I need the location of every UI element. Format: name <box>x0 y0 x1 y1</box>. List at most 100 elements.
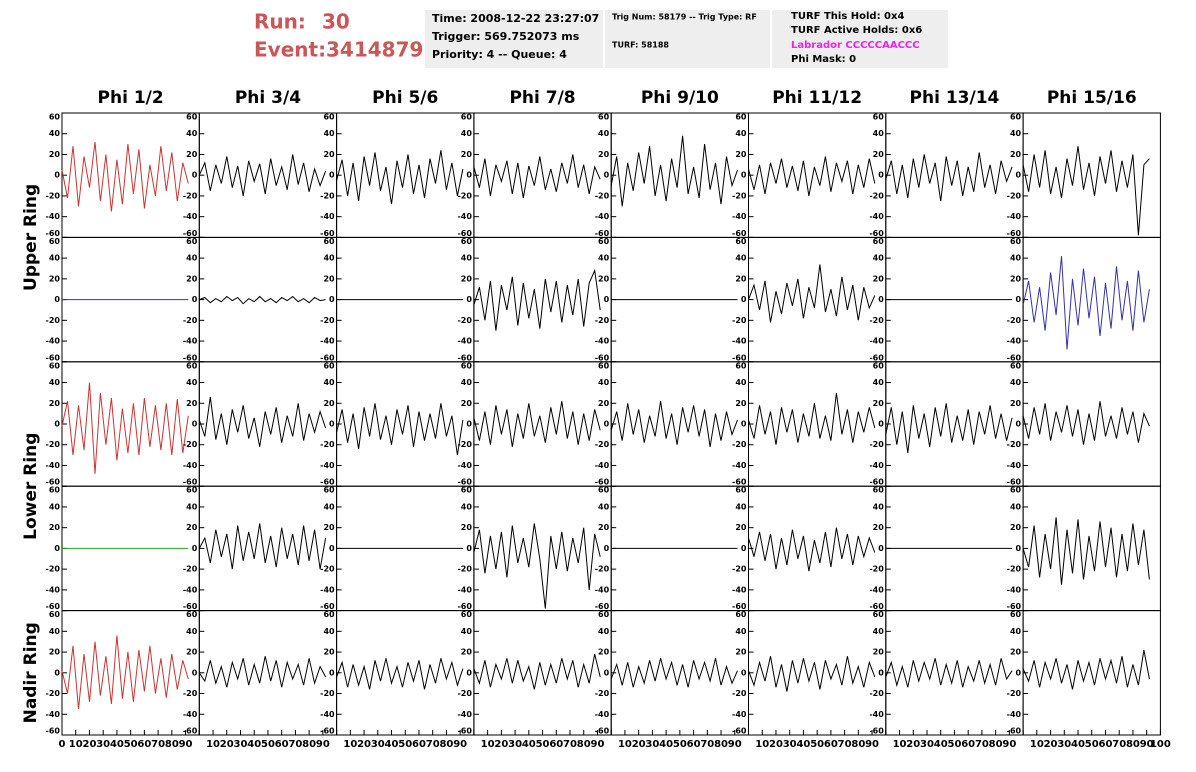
y-tick-label: -20 <box>46 440 61 449</box>
waveform <box>336 403 464 456</box>
y-tick-label: -20 <box>732 689 747 698</box>
x-tick-label: 70 <box>426 739 440 750</box>
y-tick-label: 60 <box>873 113 885 122</box>
waveform <box>473 154 601 199</box>
y-tick-label: -20 <box>46 689 61 698</box>
y-tick-label: -40 <box>1007 710 1022 719</box>
x-tick-label: 30 <box>645 739 659 750</box>
y-tick-label: -60 <box>46 602 61 611</box>
y-tick-label: 60 <box>186 610 198 619</box>
y-tick-label: -20 <box>732 316 747 325</box>
y-tick-label: -60 <box>46 727 61 736</box>
y-tick-label: 40 <box>461 627 473 636</box>
x-tick-label: 70 <box>975 739 989 750</box>
y-tick-label: 0 <box>329 171 335 180</box>
waveform <box>1022 649 1150 690</box>
y-tick-label: 60 <box>186 113 198 122</box>
y-tick-label: 40 <box>1010 254 1022 263</box>
y-tick-label: 40 <box>735 254 747 263</box>
y-tick-label: 60 <box>598 361 610 370</box>
column-title: Phi 5/6 <box>372 88 438 108</box>
column-title: Phi 11/12 <box>772 88 862 108</box>
y-tick-label: 20 <box>49 150 61 159</box>
y-tick-label: 0 <box>878 668 884 677</box>
x-tick-label: 80 <box>165 739 179 750</box>
x-tick-label: 60 <box>275 739 289 750</box>
y-tick-label: -40 <box>869 212 884 221</box>
y-tick-label: 20 <box>461 648 473 657</box>
y-tick-label: 60 <box>735 113 747 122</box>
y-tick-label: 0 <box>466 668 472 677</box>
x-tick-label: 70 <box>1112 739 1126 750</box>
y-tick-label: -40 <box>183 585 198 594</box>
y-tick-label: 40 <box>49 627 61 636</box>
y-tick-label: 60 <box>323 610 335 619</box>
x-tick-label: 60 <box>824 739 838 750</box>
y-tick-label: 40 <box>1010 129 1022 138</box>
ring-label: Nadir Ring <box>21 622 41 723</box>
waveform <box>198 656 327 688</box>
y-tick-label: -40 <box>320 337 335 346</box>
event-label: Event: <box>254 38 326 62</box>
y-tick-label: 20 <box>735 399 747 408</box>
y-tick-label: 0 <box>329 420 335 429</box>
y-tick-label: 40 <box>49 502 61 511</box>
waveform <box>748 392 876 445</box>
y-tick-label: 0 <box>878 295 884 304</box>
y-tick-label: 20 <box>735 648 747 657</box>
y-tick-label: 0 <box>1016 420 1022 429</box>
y-tick-label: 40 <box>598 378 610 387</box>
y-tick-label: 20 <box>461 274 473 283</box>
y-tick-label: 0 <box>741 295 747 304</box>
y-tick-label: -40 <box>595 337 610 346</box>
y-tick-label: -20 <box>869 565 884 574</box>
y-tick-label: -60 <box>595 602 610 611</box>
x-tick-label: 20 <box>769 739 783 750</box>
y-tick-label: -40 <box>320 212 335 221</box>
y-tick-label: 40 <box>598 129 610 138</box>
y-tick-label: 60 <box>49 113 61 122</box>
x-tick-label: 20 <box>1044 739 1058 750</box>
y-tick-label: 60 <box>1010 113 1022 122</box>
x-tick-label: 0 <box>59 739 66 750</box>
y-tick-label: -20 <box>1007 316 1022 325</box>
column-title: Phi 7/8 <box>509 88 575 108</box>
ring-label: Lower Ring <box>21 433 41 540</box>
waveform <box>748 656 876 692</box>
y-tick-label: -20 <box>183 191 198 200</box>
y-tick-label: -60 <box>320 602 335 611</box>
waveform <box>748 527 876 572</box>
y-tick-label: -60 <box>595 229 610 238</box>
y-tick-label: 0 <box>329 668 335 677</box>
y-tick-label: 0 <box>604 171 610 180</box>
y-tick-label: 40 <box>461 254 473 263</box>
y-tick-label: -20 <box>183 565 198 574</box>
y-tick-label: 40 <box>873 627 885 636</box>
column-title: Phi 15/16 <box>1047 88 1137 108</box>
y-tick-label: 20 <box>1010 274 1022 283</box>
x-tick-label: 30 <box>1057 739 1071 750</box>
x-tick-label: 90 <box>316 739 330 750</box>
y-tick-label: 0 <box>1016 295 1022 304</box>
y-tick-label: -40 <box>46 585 61 594</box>
y-tick-label: -20 <box>595 316 610 325</box>
waveform <box>198 396 327 447</box>
y-tick-label: 60 <box>1010 486 1022 495</box>
y-tick-label: 0 <box>192 668 198 677</box>
x-tick-label: 50 <box>124 739 138 750</box>
x-tick-label: 20 <box>906 739 920 750</box>
y-tick-label: -20 <box>457 565 472 574</box>
y-tick-label: -60 <box>595 478 610 487</box>
y-tick-label: 40 <box>1010 627 1022 636</box>
y-tick-label: -20 <box>732 440 747 449</box>
x-tick-label: 10 <box>343 739 357 750</box>
y-tick-label: -40 <box>732 461 747 470</box>
y-tick-label: 60 <box>323 486 335 495</box>
waveform <box>610 401 738 447</box>
turf-info: Labrador CCCCCAACCC <box>791 40 920 51</box>
y-tick-label: -20 <box>1007 440 1022 449</box>
y-tick-label: 0 <box>54 544 60 553</box>
y-tick-label: 60 <box>323 113 335 122</box>
waveform <box>473 401 601 447</box>
run-label: Run: <box>254 10 306 34</box>
